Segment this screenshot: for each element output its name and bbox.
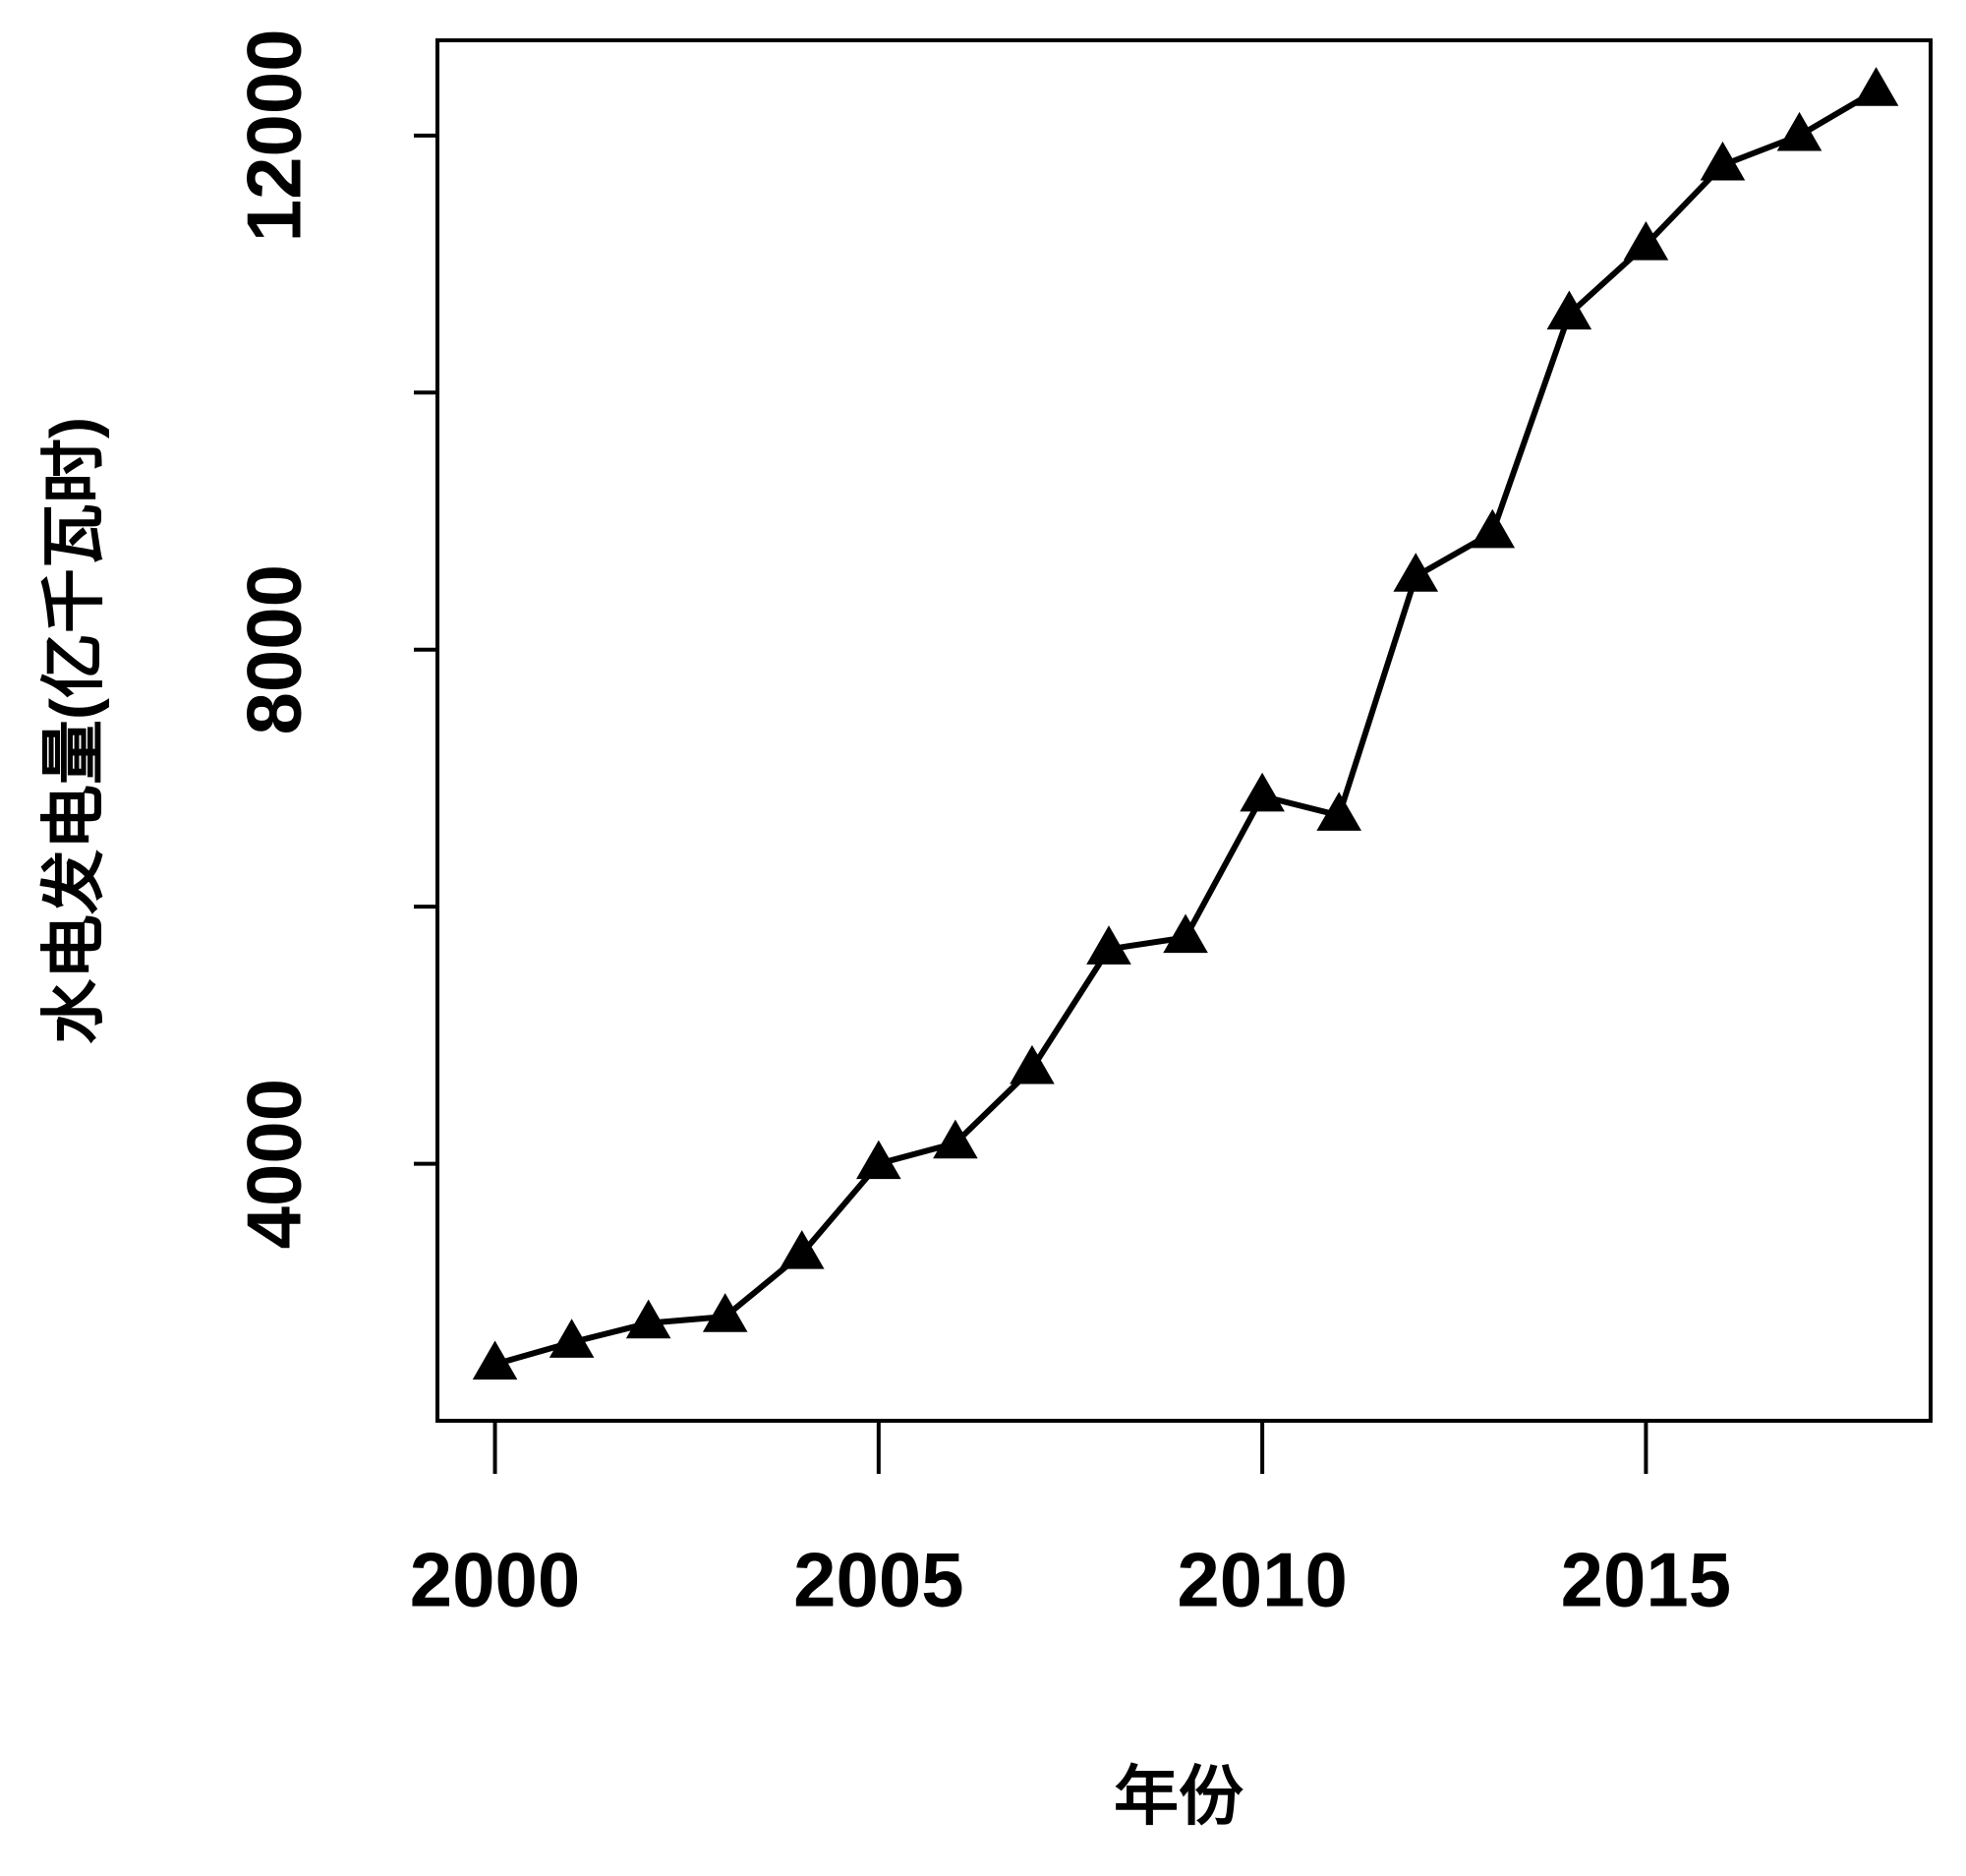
marker [1623,220,1669,261]
marker [856,1140,901,1180]
marker [1086,925,1131,965]
marker [1700,141,1746,181]
x-axis-title: 年份 [1114,1759,1243,1832]
marker [1240,772,1285,812]
marker [1316,791,1361,831]
marker [1470,508,1516,549]
x-tick-label: 2010 [1177,1537,1348,1623]
x-tick-label: 2015 [1561,1537,1732,1623]
plot-frame [435,38,1933,1423]
y-tick-label: 8000 [231,564,318,735]
marker [1163,913,1208,954]
marker [625,1299,671,1339]
marker [779,1230,825,1269]
marker [933,1119,978,1159]
marker [1546,290,1592,330]
x-tick-label: 2000 [410,1537,581,1623]
marker [472,1340,518,1380]
y-tick-label: 12000 [231,29,318,242]
marker [1010,1044,1055,1085]
y-axis-title: 水电发电量(亿千瓦时) [36,417,109,1044]
x-tick-label: 2005 [793,1537,964,1623]
line [493,88,1879,1368]
marker [1393,553,1439,592]
marker [549,1319,595,1358]
marker [1776,111,1822,151]
marker [702,1293,748,1332]
marker [1853,67,1899,106]
y-tick-label: 4000 [231,1079,318,1250]
